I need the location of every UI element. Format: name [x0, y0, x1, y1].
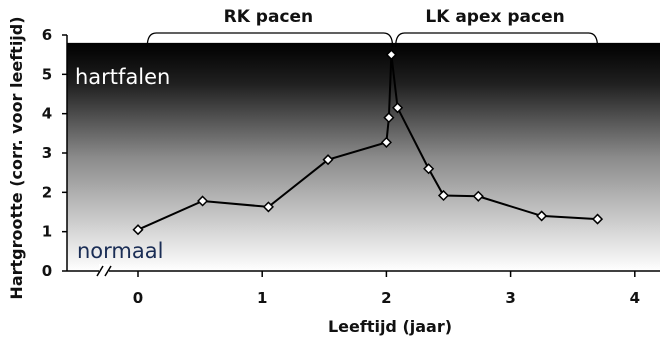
x-tick-label: 2 [381, 289, 391, 307]
data-point [262, 201, 274, 213]
zone-labels: hartfalen normaal [75, 65, 170, 263]
data-point [392, 102, 404, 114]
y-axis-ticks: 0 1 2 3 4 5 6 [42, 26, 67, 280]
data-point [322, 154, 334, 166]
y-tick-label: 5 [42, 65, 52, 83]
x-axis-title: Leeftijd (jaar) [328, 317, 452, 336]
data-point [197, 195, 209, 207]
y-axis-title: Hartgrootte (corr. voor leeftijd) [7, 16, 26, 299]
axis-break-slash [96, 265, 104, 277]
bracket-label-2: LK apex pacen [425, 7, 564, 27]
x-tick-label: 3 [505, 289, 515, 307]
y-tick-label: 6 [42, 26, 52, 44]
y-tick-label: 1 [42, 223, 52, 241]
y-tick-label: 2 [42, 183, 52, 201]
data-point [536, 210, 548, 222]
bracket-label-1: RK pacen [224, 7, 314, 27]
data-point [132, 224, 144, 236]
data-series [132, 49, 604, 236]
x-axis-ticks: 0 1 2 3 4 [133, 271, 640, 307]
x-tick-label: 4 [630, 289, 640, 307]
data-point [383, 112, 395, 124]
data-point [385, 49, 397, 61]
data-point [472, 190, 484, 202]
y-tick-label: 3 [42, 144, 52, 162]
y-tick-label: 4 [42, 105, 52, 123]
heart-failure-label: hartfalen [75, 65, 170, 89]
bracket-1 [146, 32, 394, 48]
data-point [423, 163, 435, 175]
data-point [437, 189, 450, 202]
normal-label: normaal [77, 239, 163, 263]
x-tick-label: 0 [133, 289, 143, 307]
data-point [591, 213, 604, 225]
severity-gradient-background [67, 42, 660, 271]
data-point [380, 136, 392, 148]
axis-break-slash [104, 265, 112, 277]
pacing-phase-brackets: RK pacen LK apex pacen [146, 7, 599, 48]
axis-break-gap [99, 264, 109, 278]
y-tick-label: 0 [42, 262, 52, 280]
x-axis-break-marker [96, 264, 112, 278]
axes: 0 1 2 3 4 5 6 0 1 2 3 4 [42, 26, 660, 307]
bracket-2 [394, 32, 599, 48]
x-tick-label: 1 [257, 289, 267, 307]
